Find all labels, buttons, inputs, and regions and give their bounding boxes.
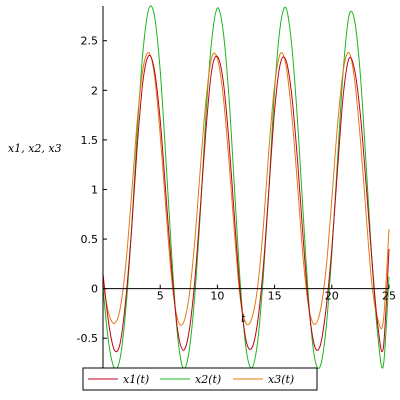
y-tick-label: 0 (91, 283, 98, 296)
x-tick-label: 5 (157, 290, 164, 303)
y-tick-label: 1.5 (81, 134, 99, 147)
y-tick-label: 1 (91, 183, 98, 196)
legend-label: x1(t) (123, 373, 149, 386)
legend: x1(t) x2(t) x3(t) (82, 367, 318, 391)
series-layer (102, 5, 390, 370)
x-axis-label: t (241, 312, 246, 325)
y-tick-label: 0.5 (81, 233, 99, 246)
series-line-x2t (102, 5, 390, 370)
y-tick-label: -0.5 (77, 332, 98, 345)
y-ticks: -0.5 0 0.5 1 1.5 2 2.5 (77, 35, 107, 345)
y-tick-label: 2.5 (81, 35, 99, 48)
x-tick-label: 10 (210, 290, 224, 303)
legend-label: x3(t) (268, 373, 294, 386)
legend-box (82, 367, 318, 391)
x-tick-label: 25 (382, 290, 396, 303)
y-tick-label: 2 (91, 84, 98, 97)
x-tick-label: 15 (268, 290, 282, 303)
x-ticks: 5 10 15 20 25 (157, 284, 396, 303)
legend-items: x1(t) x2(t) x3(t) (88, 373, 294, 386)
legend-label: x2(t) (195, 373, 221, 386)
series-line-x1t (102, 54, 390, 353)
y-axis-label: x1, x2, x3 (8, 142, 62, 155)
x-tick-label: 20 (325, 290, 339, 303)
series-line-x3t (102, 51, 390, 330)
